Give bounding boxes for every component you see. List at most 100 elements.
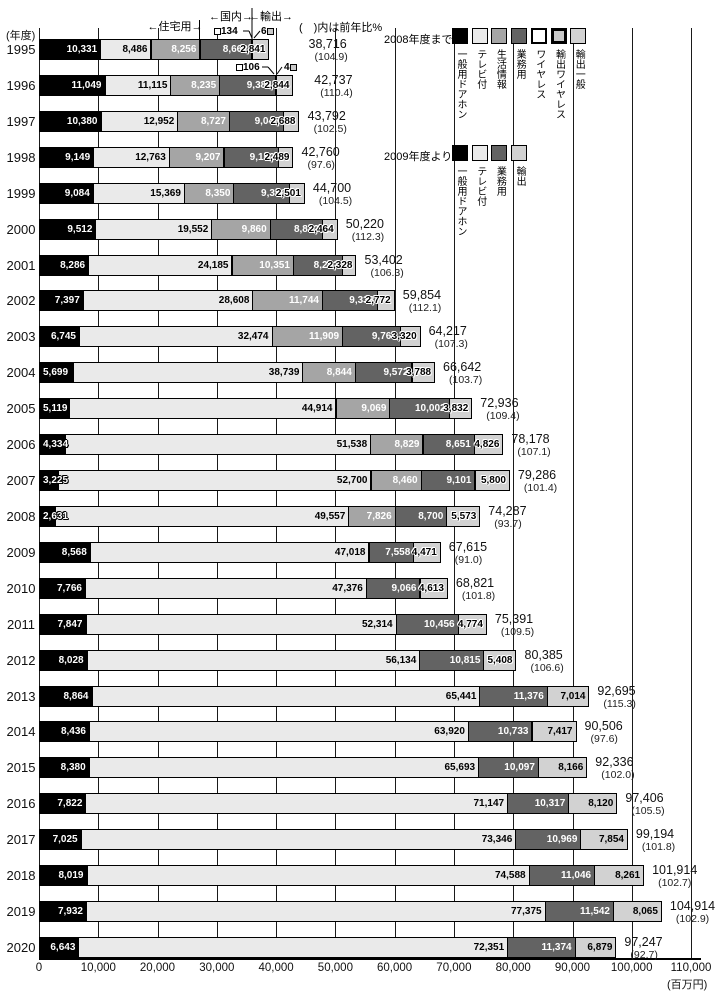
bar-segment-value: 8,864 [63,691,89,702]
bar-segment-value: 7,417 [547,726,573,737]
x-axis-tick-label: 110,000 [670,962,712,974]
year-label: 1999 [6,186,36,201]
x-axis-tick-label: 20,000 [139,962,176,974]
bar-segment-value: 12,763 [135,152,166,163]
total-value: 97,247 [624,935,663,949]
x-axis-tick-label: 50,000 [317,962,353,974]
total-value: 64,217 [428,324,467,338]
bar-segment-export: 4,613 [418,578,448,599]
total-value: 42,760 [301,145,340,159]
exw-marker-icon [289,64,297,71]
total-label: 64,217 (107.3) [429,325,468,350]
bar-segment-value: 8,829 [394,439,420,450]
year-label: 2018 [6,868,36,883]
bar-segment-info: 8,829 [370,434,424,455]
yoy-value: (97.6) [307,159,335,171]
bar-segment-value: 6,643 [50,942,76,953]
bar-segment-value: 10,380 [66,116,98,127]
bar-segment-value: 6,879 [587,942,613,953]
total-label: 43,792 (102.5) [308,110,347,135]
bar-segment-value: 10,456 [424,619,455,630]
bar-segment-value: 6,745 [50,331,76,342]
total-value: 104,914 [669,899,716,913]
total-label: 92,695 (115.3) [597,685,636,710]
bar-segment-value: 10,815 [449,655,481,666]
bar-segment-value: 7,014 [560,691,586,702]
bar-segment-general: 10,380 [39,111,102,132]
bar-segment-export: 4,826 [473,434,504,455]
total-label: 59,854 (112.1) [403,289,442,314]
bar-segment-biz: 7,558 [368,542,415,563]
year-label: 2004 [6,365,36,380]
yoy-note: ( )内は前年比% [299,22,383,34]
yoy-value: (101.4) [523,482,558,494]
bar-segment-biz: 8,662 [199,39,252,60]
total-value: 50,220 [345,217,384,231]
legend-label-biz: 業務用 [494,166,506,196]
legend-title-from-2009: 2009年度より: [384,151,456,163]
total-value: 72,936 [480,396,519,410]
gridline [453,28,455,958]
bar-segment-export: 8,120 [568,793,618,814]
bar-segment-biz: 8,700 [394,506,448,527]
yoy-value: (92.7) [630,949,658,961]
bar-segment-tv: 19,552 [95,219,213,240]
bar-segment-export: 8,166 [537,757,588,778]
bar-segment-info: 11,744 [252,290,323,311]
year-axis-title: (年度) [6,30,36,42]
bar-segment-value: 8,568 [61,547,87,558]
bar-segment-value: 8,120 [588,798,614,809]
yoy-value: (102.9) [675,913,710,925]
total-label: 42,760 (97.6) [302,146,340,171]
bar-segment-export: 2,328 [327,255,357,276]
bar-segment-export: 2,464 [309,219,338,240]
total-value: 99,194 [635,827,675,841]
bar-segment-value: 2,844 [264,80,290,91]
legend-swatch-wireless [530,28,547,44]
year-label: 2002 [6,293,36,308]
bar-segment-export: 2,489 [264,147,294,168]
bar-segment-general: 6,643 [39,937,80,958]
yoy-value: (107.3) [434,338,468,350]
bar-segment-general: 5,699 [39,362,74,383]
bar-segment-biz: 9,066 [365,578,421,599]
year-label: 2020 [6,940,36,955]
bar-segment-info: 8,235 [170,75,221,96]
bar-segment-value: 11,909 [309,331,340,342]
bar-segment-info: 9,069 [335,398,391,419]
bar-segment-value: 7,932 [57,906,83,917]
total-label: 42,737 (110.4) [314,74,353,99]
bar-segment-value: 2,631 [43,511,69,522]
bar-segment-value: 9,512 [67,224,93,235]
callout-exw: 6 [261,27,274,37]
bar-segment-value: 19,552 [177,224,209,235]
total-value: 92,695 [597,684,636,698]
bar-segment-value: 7,826 [366,511,392,522]
year-label: 2017 [6,832,36,847]
x-axis-tick-label: 100,000 [610,962,653,974]
total-value: 74,287 [488,504,527,518]
legend-label-info: 生活情報 [494,49,506,89]
bar-segment-value: 8,350 [205,188,231,199]
bar-segment-value: 71,147 [473,798,505,809]
bar-segment-value: 2,841 [240,44,266,55]
year-label: 2016 [6,796,36,811]
total-label: 97,247 (92.7) [624,936,662,961]
bar-segment-value: 8,727 [200,116,226,127]
bar-segment-tv: 65,693 [88,757,480,778]
wireless-marker-icon [214,28,221,35]
bar-segment-biz: 10,969 [515,829,582,850]
legend-swatch-exw [550,28,567,44]
bar-segment-value: 4,613 [418,583,444,594]
bar-segment-tv: 63,920 [89,721,469,742]
bar-segment-tv: 52,700 [58,470,372,491]
x-axis-tick-label: 10,000 [80,962,116,974]
year-label: 2015 [6,760,36,775]
bar-segment-value: 2,772 [365,295,391,306]
total-label: 79,286 (101.4) [518,469,557,494]
year-label: 2014 [6,724,36,739]
bar-segment-export: 3,788 [406,362,436,383]
span-label: ←国内→ [209,11,253,23]
bar-segment-value: 9,084 [64,188,90,199]
total-label: 50,220 (112.3) [346,218,385,243]
